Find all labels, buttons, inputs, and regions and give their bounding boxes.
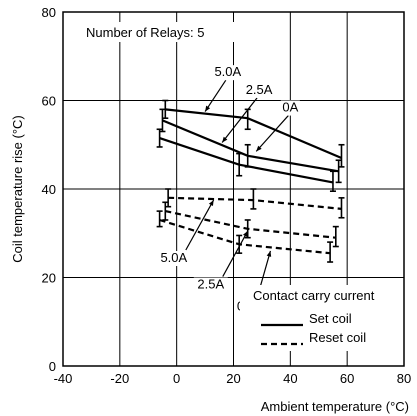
plot-area-frame	[62, 11, 405, 367]
legend-label-set-coil: Set coil	[309, 311, 352, 326]
curve-label-arrowhead	[266, 250, 272, 257]
legend-title: Contact carry current	[253, 288, 375, 303]
curve-label-reset-5-0A: 5.0A	[160, 250, 187, 265]
error-bar	[244, 143, 251, 168]
y-tick-label: 20	[42, 271, 56, 286]
x-tick-label: 40	[283, 371, 297, 386]
error-bars	[156, 99, 345, 263]
error-bar	[236, 152, 243, 177]
error-bar	[332, 225, 339, 248]
curve-label-arrowhead	[208, 200, 214, 207]
x-tick-label: -20	[110, 371, 129, 386]
curve-label-leader	[185, 199, 215, 251]
series-lines	[159, 108, 342, 255]
curve-label-set-0A: 0A	[282, 100, 298, 115]
error-bar	[236, 234, 243, 254]
curve-label-set-2-5A: 2.5A	[246, 82, 273, 97]
error-bar	[329, 170, 336, 193]
y-tick-label: 60	[42, 94, 56, 109]
error-bar	[244, 219, 251, 239]
x-tick-label: -40	[54, 371, 73, 386]
curve-label-arrowhead	[256, 145, 262, 152]
x-tick-label: 20	[226, 371, 240, 386]
error-bar	[162, 201, 169, 221]
error-bar	[327, 241, 334, 263]
error-bar	[338, 197, 345, 219]
tick-labels: -40 -20 0 20 40 60 80 0 20 40 60 80	[42, 5, 412, 386]
series-line-reset-5-0A	[168, 196, 342, 210]
curve-label-set-5-0A: 5.0A	[214, 64, 241, 79]
error-bar	[338, 143, 345, 168]
x-tick-label: 80	[397, 371, 411, 386]
legend-label-reset-coil: Reset coil	[309, 330, 366, 345]
curve-label-leader	[222, 230, 249, 277]
x-tick-label: 60	[340, 371, 354, 386]
y-tick-label: 40	[42, 182, 56, 197]
curve-label-arrowhead	[243, 231, 248, 238]
y-tick-label: 0	[49, 359, 56, 374]
error-bar	[250, 188, 257, 210]
error-bar	[156, 210, 163, 228]
error-bar	[165, 188, 172, 208]
curve-label-arrowhead	[222, 136, 228, 143]
curve-label-reset-2-5A: 2.5A	[197, 277, 224, 292]
x-tick-label: 0	[173, 371, 180, 386]
error-bar	[159, 108, 166, 133]
relay-count-text: Number of Relays: 5	[86, 25, 205, 40]
error-bar	[335, 159, 342, 184]
curve-label-leader	[255, 115, 289, 152]
curve-label-leader	[221, 97, 258, 143]
y-axis-label: Coil temperature rise (°C)	[10, 115, 25, 263]
curve-label-arrowhead	[205, 105, 211, 112]
y-tick-label: 80	[42, 5, 56, 20]
relay-count-annotation: Number of Relays: 5	[80, 22, 240, 42]
curve-label-leader	[204, 79, 227, 112]
x-axis-label: Ambient temperature (°C)	[261, 399, 409, 414]
error-bar	[156, 128, 163, 148]
legend: Contact carry current Set coil Reset coi…	[240, 285, 402, 351]
series-line-reset-2-5A	[165, 210, 336, 239]
